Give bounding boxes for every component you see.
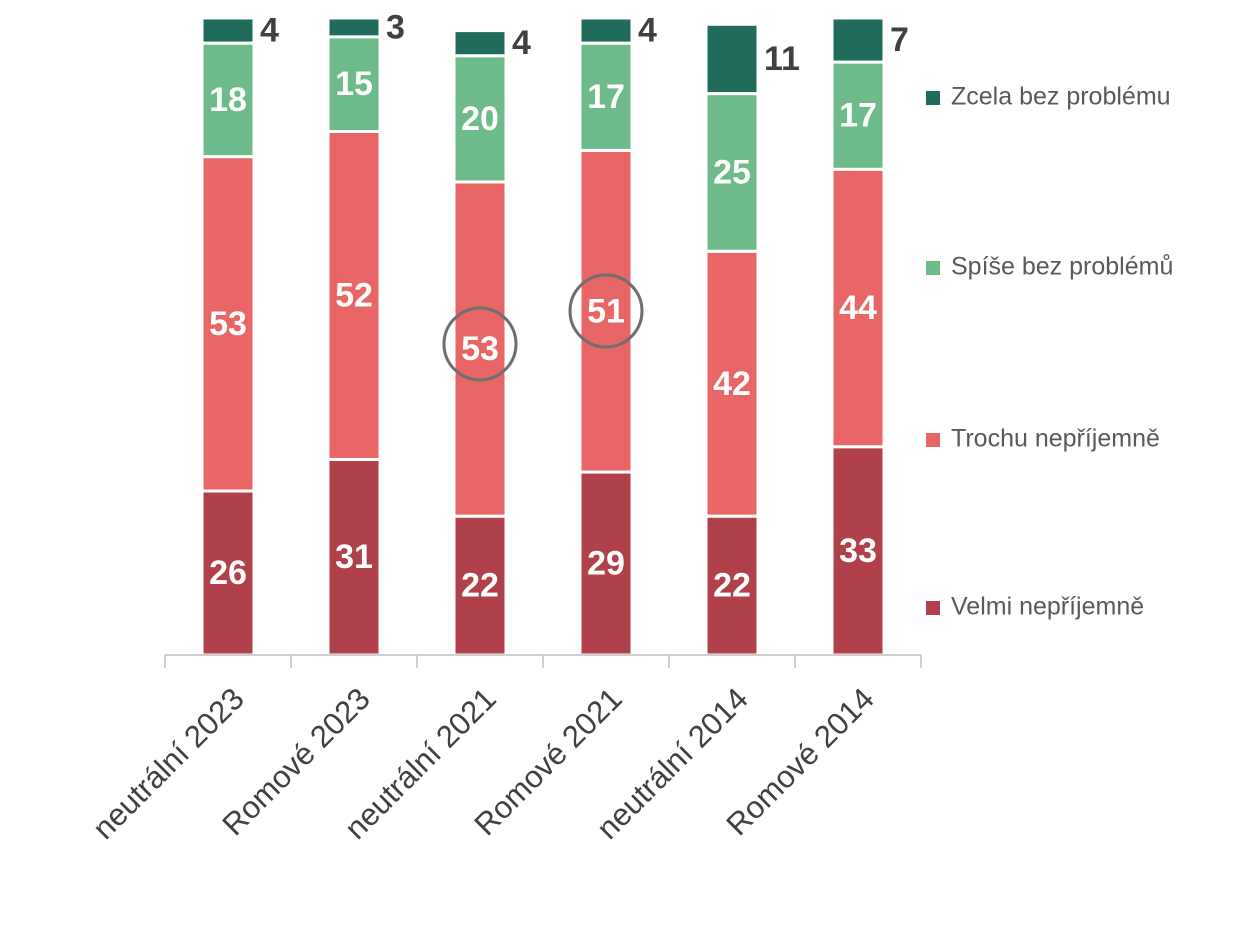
bar-segment <box>452 29 508 58</box>
value-label: 17 <box>587 78 625 116</box>
bar-segment <box>200 16 256 45</box>
value-label: 53 <box>461 330 499 368</box>
value-label: 11 <box>764 40 800 78</box>
value-label: 20 <box>461 100 499 138</box>
legend-swatch <box>926 91 940 105</box>
bar-segment <box>200 489 256 657</box>
value-label: 15 <box>335 65 373 103</box>
legend-swatch <box>926 601 940 615</box>
legend-swatch <box>926 433 940 447</box>
value-label: 17 <box>839 97 877 135</box>
value-label: 4 <box>638 12 657 50</box>
value-label: 26 <box>209 554 247 592</box>
bar-segment <box>200 41 256 159</box>
value-label: 42 <box>713 365 751 403</box>
bar-segment <box>452 54 508 184</box>
value-label: 22 <box>713 567 751 605</box>
value-label: 51 <box>587 292 625 330</box>
value-label: 25 <box>713 154 751 192</box>
legend-swatch <box>926 261 940 275</box>
bar-segment <box>326 16 382 39</box>
bar-segment <box>704 514 760 657</box>
legend-label: Zcela bez problému <box>951 83 1171 111</box>
value-label: 7 <box>890 21 909 59</box>
value-label: 4 <box>512 24 531 62</box>
bar-segment <box>326 130 382 461</box>
legend-label: Spíše bez problémů <box>951 253 1173 281</box>
value-label: 3 <box>386 8 405 46</box>
bar-segment <box>704 92 760 253</box>
highlight-circle <box>442 306 518 382</box>
value-label: 29 <box>587 545 625 583</box>
bar-segment <box>452 180 508 518</box>
legend-label: Trochu nepříjemně <box>951 425 1160 453</box>
value-label: 33 <box>839 532 877 570</box>
value-label: 22 <box>461 567 499 605</box>
value-label: 4 <box>260 12 279 50</box>
bar-segment <box>200 155 256 493</box>
legend-label: Velmi nepříjemně <box>951 593 1144 621</box>
value-label: 18 <box>209 81 247 119</box>
value-label: 44 <box>839 289 877 327</box>
value-label: 31 <box>335 538 373 576</box>
bar-segment <box>830 16 886 64</box>
bar-segment <box>452 514 508 657</box>
value-label: 52 <box>335 276 373 314</box>
bar-segment <box>704 22 760 96</box>
value-label: 53 <box>209 305 247 343</box>
highlight-circle <box>568 273 644 349</box>
bar-segment <box>578 148 634 474</box>
bar-segment <box>578 16 634 45</box>
